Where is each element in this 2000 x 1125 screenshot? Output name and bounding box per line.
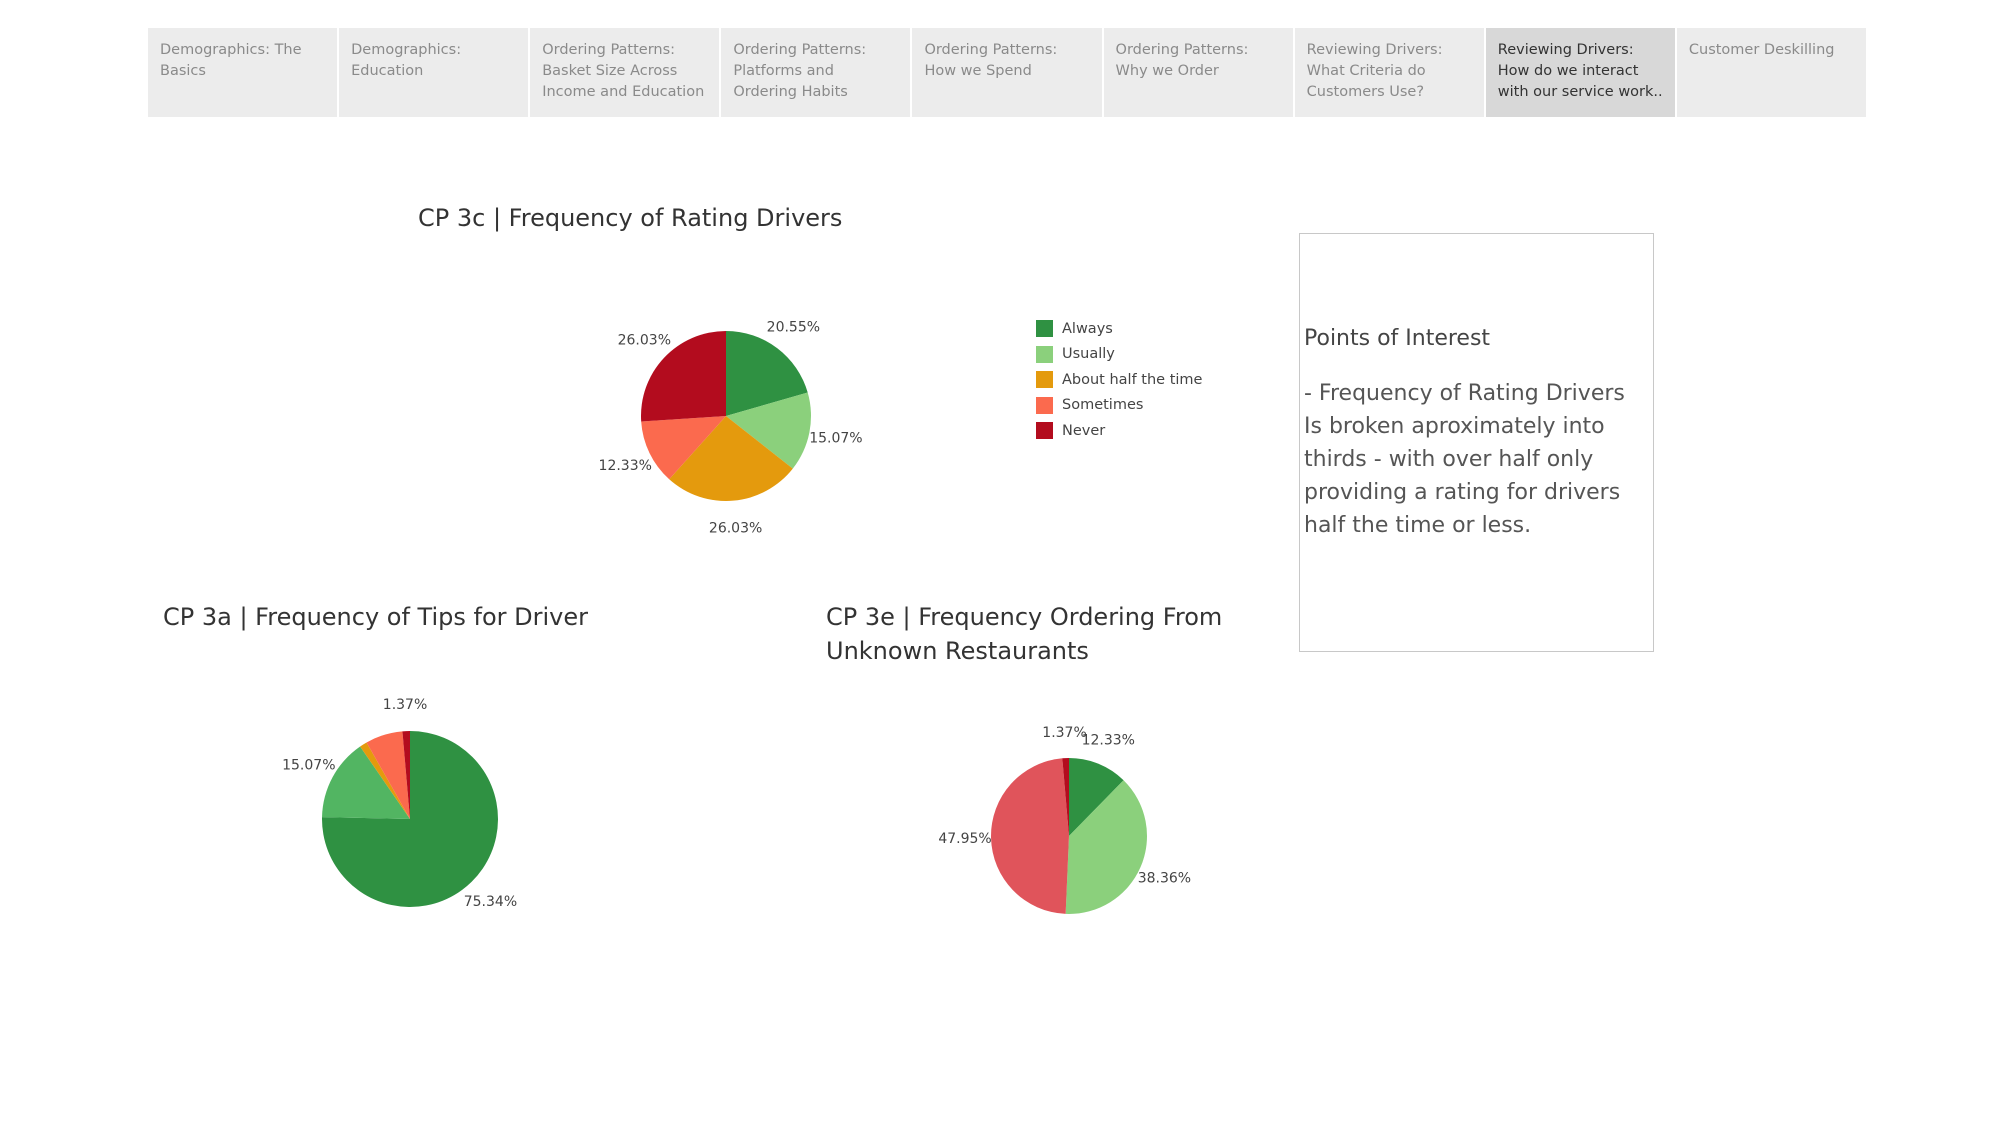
chart-legend: Always Usually About half the time Somet… — [1036, 316, 1202, 444]
legend-item-always: Always — [1036, 316, 1202, 342]
legend-label: Always — [1062, 320, 1113, 337]
pie-data-label: 15.07% — [809, 431, 862, 447]
points-of-interest-heading: Points of Interest — [1304, 326, 1491, 351]
pie-data-label: 12.33% — [599, 458, 652, 474]
legend-label: Sometimes — [1062, 397, 1144, 414]
pie-slice-never[interactable] — [1062, 758, 1069, 836]
pie-data-label: 12.33% — [1082, 733, 1135, 749]
tab-demographics-basics[interactable]: Demographics: The Basics — [148, 28, 338, 117]
legend-item-sometimes: Sometimes — [1036, 393, 1202, 419]
chart-title-cp3c: CP 3c | Frequency of Rating Drivers — [418, 204, 843, 232]
pie-slice-sometimes[interactable] — [641, 416, 726, 480]
pie-chart-unknown-restaurants: 12.33% 38.36% 47.95% 1.37% — [938, 725, 1191, 914]
pie-data-label: 38.36% — [1138, 870, 1191, 886]
legend-item-never: Never — [1036, 418, 1202, 444]
legend-swatch — [1036, 320, 1053, 338]
legend-item-usually: Usually — [1036, 342, 1202, 368]
points-of-interest-box: Points of Interest - Frequency of Rating… — [1299, 233, 1654, 652]
tab-ordering-how-we-spend[interactable]: Ordering Patterns: How we Spend — [912, 28, 1102, 117]
legend-item-about-half: About half the time — [1036, 367, 1202, 393]
legend-label: Usually — [1062, 346, 1115, 363]
poi-line: half the time or less. — [1304, 513, 1532, 538]
tab-reviewing-drivers-criteria[interactable]: Reviewing Drivers: What Criteria do Cust… — [1294, 28, 1484, 117]
legend-swatch — [1036, 371, 1053, 389]
tab-ordering-platforms[interactable]: Ordering Patterns: Platforms and Orderin… — [721, 28, 911, 117]
pie-data-label: 26.03% — [618, 332, 671, 348]
legend-label: About half the time — [1062, 371, 1203, 388]
chart-title-cp3e: CP 3e | Frequency Ordering From Unknown … — [826, 603, 1223, 665]
tab-demographics-education[interactable]: Demographics: Education — [339, 28, 529, 117]
pie-chart-rating-drivers: 20.55% 15.07% 26.03% 12.33% 26.03% — [599, 320, 863, 537]
pie-data-label: 75.34% — [464, 894, 517, 910]
pie-slice-always[interactable] — [1069, 758, 1124, 836]
pie-slice-sometimes[interactable] — [990, 758, 1069, 914]
pie-slice-always[interactable] — [726, 331, 808, 416]
points-of-interest-text: - Frequency of Rating Drivers Is broken … — [1304, 377, 1649, 542]
pie-slice-usually[interactable] — [726, 392, 811, 469]
story-tab-bar: Demographics: The Basics Demographics: E… — [148, 28, 1866, 117]
legend-swatch — [1036, 422, 1053, 440]
legend-swatch — [1036, 396, 1053, 414]
tab-ordering-basket-size[interactable]: Ordering Patterns: Basket Size Across In… — [530, 28, 720, 117]
pie-slice-about-half-the-time[interactable] — [360, 742, 410, 819]
pie-data-label: 47.95% — [938, 831, 991, 847]
pie-data-label: 1.37% — [1042, 725, 1086, 741]
poi-line: Is broken aproximately into — [1304, 414, 1605, 439]
legend-label: Never — [1062, 422, 1106, 439]
pie-slice-never[interactable] — [641, 331, 726, 422]
chart-title-cp3a: CP 3a | Frequency of Tips for Driver — [163, 603, 588, 631]
pie-slice-never[interactable] — [402, 731, 410, 819]
poi-line: - Frequency of Rating Drivers — [1304, 381, 1625, 406]
pie-slice-about-half-the-time[interactable] — [669, 416, 793, 501]
poi-line: providing a rating for drivers — [1304, 480, 1621, 505]
pie-data-label: 26.03% — [709, 521, 762, 537]
tab-customer-deskilling[interactable]: Customer Deskilling — [1676, 28, 1866, 117]
pie-slice-usually[interactable] — [322, 746, 410, 819]
pie-data-label: 15.07% — [282, 757, 335, 773]
pie-chart-tips-for-driver: 75.34% 15.07% 1.37% — [282, 697, 517, 910]
pie-slice-sometimes[interactable] — [366, 731, 410, 819]
pie-data-label: 20.55% — [767, 320, 820, 336]
tab-reviewing-drivers-interact[interactable]: Reviewing Drivers: How do we interact wi… — [1485, 28, 1675, 117]
tab-ordering-why-we-order[interactable]: Ordering Patterns: Why we Order — [1103, 28, 1293, 117]
pie-slice-usually[interactable] — [1065, 780, 1147, 914]
pie-data-label: 1.37% — [383, 697, 427, 713]
legend-swatch — [1036, 345, 1053, 363]
poi-line: thirds - with over half only — [1304, 447, 1594, 472]
